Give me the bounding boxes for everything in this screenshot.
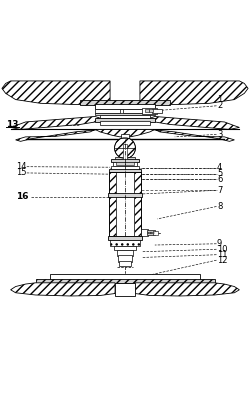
Bar [95,113,155,115]
Text: 8: 8 [217,202,222,211]
Text: 6: 6 [217,175,222,184]
Bar [112,162,138,166]
Polygon shape [11,117,100,129]
Bar [153,231,158,235]
Bar [100,121,150,125]
Text: 13: 13 [6,120,18,129]
Bar [109,169,141,172]
Bar [141,229,148,236]
Bar [95,104,155,109]
Bar [111,166,139,170]
Bar [121,134,129,138]
Text: 10: 10 [217,245,228,254]
Polygon shape [150,117,239,129]
Bar [108,236,142,240]
Bar [110,239,140,246]
Bar [116,162,124,166]
Bar [142,108,157,114]
Text: 16: 16 [16,192,28,201]
Bar [126,162,134,166]
Bar [122,144,128,158]
Bar [152,109,162,113]
Polygon shape [140,81,248,104]
Bar [118,255,132,262]
Text: 12: 12 [217,256,228,265]
Bar [148,232,151,234]
Bar [108,193,142,197]
Bar [115,157,135,159]
Polygon shape [11,283,115,296]
Bar [116,172,134,236]
Bar [122,109,148,113]
Polygon shape [134,172,141,236]
Text: 11: 11 [217,250,228,259]
Bar [151,232,154,234]
Bar [50,274,200,280]
Text: 3: 3 [217,130,222,139]
Bar [95,109,120,113]
Polygon shape [150,129,234,141]
Polygon shape [109,172,116,236]
Bar [145,109,148,112]
Bar [100,115,150,118]
Bar [149,109,153,112]
Text: 14: 14 [16,162,26,171]
Text: 4: 4 [217,164,222,173]
Text: 7: 7 [217,186,222,195]
Bar [148,231,155,235]
Bar [36,279,214,283]
Text: 5: 5 [217,169,222,178]
Polygon shape [16,129,100,141]
Bar [119,261,131,266]
Bar [80,100,170,104]
Bar [115,283,135,296]
Bar [114,246,136,250]
Text: 2: 2 [217,101,222,110]
Polygon shape [95,129,155,137]
Text: 15: 15 [16,169,26,177]
Polygon shape [2,81,110,104]
Bar [117,250,133,256]
Polygon shape [135,283,239,296]
Text: 9: 9 [217,239,222,248]
Circle shape [114,137,136,158]
Text: 1: 1 [217,95,222,104]
Bar [111,159,139,162]
Bar [95,118,155,122]
